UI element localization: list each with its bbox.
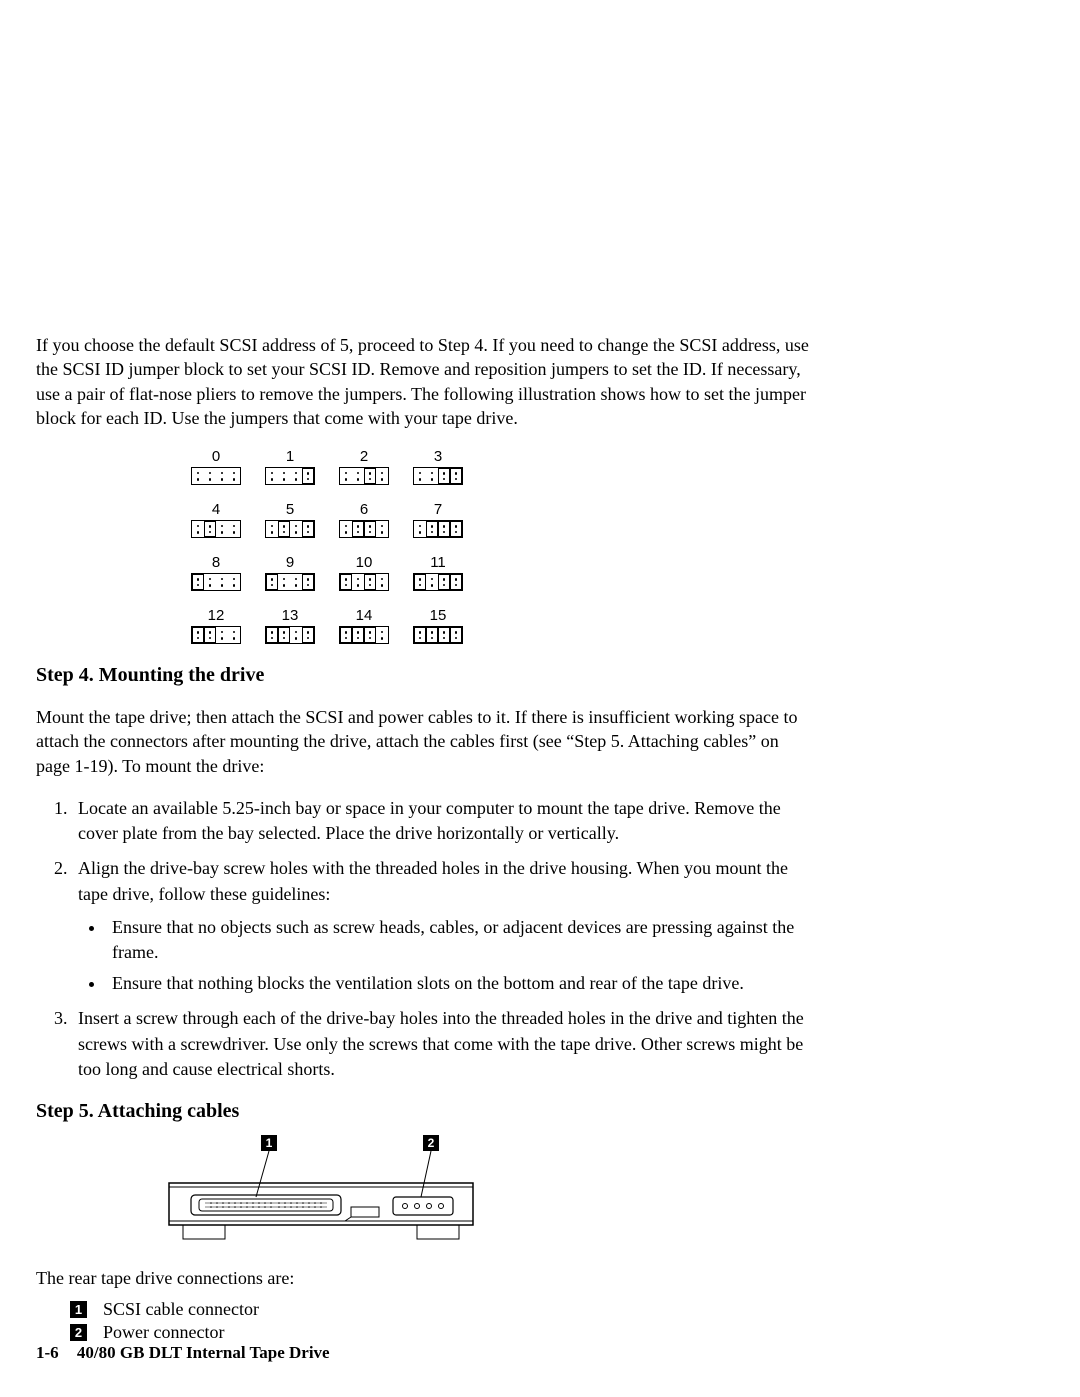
callout-row-1: 1 SCSI cable connector (70, 1299, 815, 1320)
jumper-pinblock (265, 626, 315, 644)
step4-item-1: Locate an available 5.25-inch bay or spa… (72, 796, 815, 846)
step4-item-3: Insert a screw through each of the drive… (72, 1006, 815, 1082)
jumper-id-label: 15 (430, 607, 447, 624)
step4-item-2: Align the drive-bay screw holes with the… (72, 856, 815, 996)
jumper-id-label: 4 (212, 501, 220, 518)
step4-ordered-list: Locate an available 5.25-inch bay or spa… (36, 796, 815, 1082)
jumper-pinblock (265, 467, 315, 485)
page-footer: 1-6 40/80 GB DLT Internal Tape Drive (36, 1343, 330, 1363)
jumper-cell-1: 1 (260, 448, 320, 485)
rear-drive-diagram: 1 2 (161, 1135, 481, 1250)
jumper-cell-11: 11 (408, 554, 468, 591)
jumper-pinblock (413, 520, 463, 538)
jumper-id-label: 14 (356, 607, 373, 624)
jumper-pinblock (413, 626, 463, 644)
step4-bullets: Ensure that no objects such as screw hea… (106, 915, 815, 997)
jumper-pinblock (191, 467, 241, 485)
jumper-pinblock (339, 573, 389, 591)
callout-num-1: 1 (70, 1301, 87, 1318)
jumper-pinblock (413, 573, 463, 591)
jumper-id-grid: 0123456789101112131415 (186, 448, 815, 644)
step4-bullet-1: Ensure that no objects such as screw hea… (106, 915, 815, 965)
svg-text:2: 2 (428, 1136, 435, 1150)
jumper-cell-13: 13 (260, 607, 320, 644)
jumper-cell-14: 14 (334, 607, 394, 644)
jumper-cell-7: 7 (408, 501, 468, 538)
jumper-cell-8: 8 (186, 554, 246, 591)
jumper-id-label: 0 (212, 448, 220, 465)
footer-page-number: 1-6 (36, 1343, 59, 1362)
jumper-id-label: 11 (430, 554, 446, 571)
jumper-id-label: 5 (286, 501, 294, 518)
jumper-cell-9: 9 (260, 554, 320, 591)
jumper-pinblock (191, 573, 241, 591)
jumper-cell-5: 5 (260, 501, 320, 538)
callout-label-1: SCSI cable connector (103, 1299, 259, 1320)
jumper-cell-15: 15 (408, 607, 468, 644)
rear-connections-intro: The rear tape drive connections are: (36, 1268, 815, 1289)
footer-title: 40/80 GB DLT Internal Tape Drive (77, 1343, 330, 1362)
jumper-cell-6: 6 (334, 501, 394, 538)
jumper-cell-4: 4 (186, 501, 246, 538)
jumper-id-label: 13 (282, 607, 299, 624)
jumper-id-label: 10 (356, 554, 373, 571)
step4-bullet-2: Ensure that nothing blocks the ventilati… (106, 971, 815, 996)
jumper-id-label: 3 (434, 448, 442, 465)
step4-item-2-text: Align the drive-bay screw holes with the… (78, 858, 788, 903)
jumper-cell-2: 2 (334, 448, 394, 485)
callout-list: 1 SCSI cable connector 2 Power connector (70, 1299, 815, 1343)
jumper-id-label: 2 (360, 448, 368, 465)
jumper-id-label: 12 (208, 607, 225, 624)
jumper-pinblock (191, 626, 241, 644)
document-page: If you choose the default SCSI address o… (0, 0, 1080, 1397)
jumper-id-label: 6 (360, 501, 368, 518)
step5-heading: Step 5. Attaching cables (36, 1100, 815, 1123)
jumper-pinblock (339, 626, 389, 644)
jumper-pinblock (191, 520, 241, 538)
jumper-id-label: 9 (286, 554, 294, 571)
svg-text:1: 1 (266, 1136, 273, 1150)
jumper-id-label: 7 (434, 501, 442, 518)
jumper-id-label: 8 (212, 554, 220, 571)
jumper-pinblock (413, 467, 463, 485)
jumper-pinblock (265, 520, 315, 538)
callout-row-2: 2 Power connector (70, 1322, 815, 1343)
jumper-pinblock (339, 467, 389, 485)
jumper-id-label: 1 (286, 448, 294, 465)
step4-intro: Mount the tape drive; then attach the SC… (36, 705, 815, 778)
callout-label-2: Power connector (103, 1322, 224, 1343)
scsi-intro-paragraph: If you choose the default SCSI address o… (36, 333, 815, 430)
step4-heading: Step 4. Mounting the drive (36, 664, 815, 687)
jumper-cell-3: 3 (408, 448, 468, 485)
jumper-pinblock (265, 573, 315, 591)
callout-num-2: 2 (70, 1324, 87, 1341)
jumper-cell-10: 10 (334, 554, 394, 591)
jumper-pinblock (339, 520, 389, 538)
jumper-cell-12: 12 (186, 607, 246, 644)
jumper-cell-0: 0 (186, 448, 246, 485)
